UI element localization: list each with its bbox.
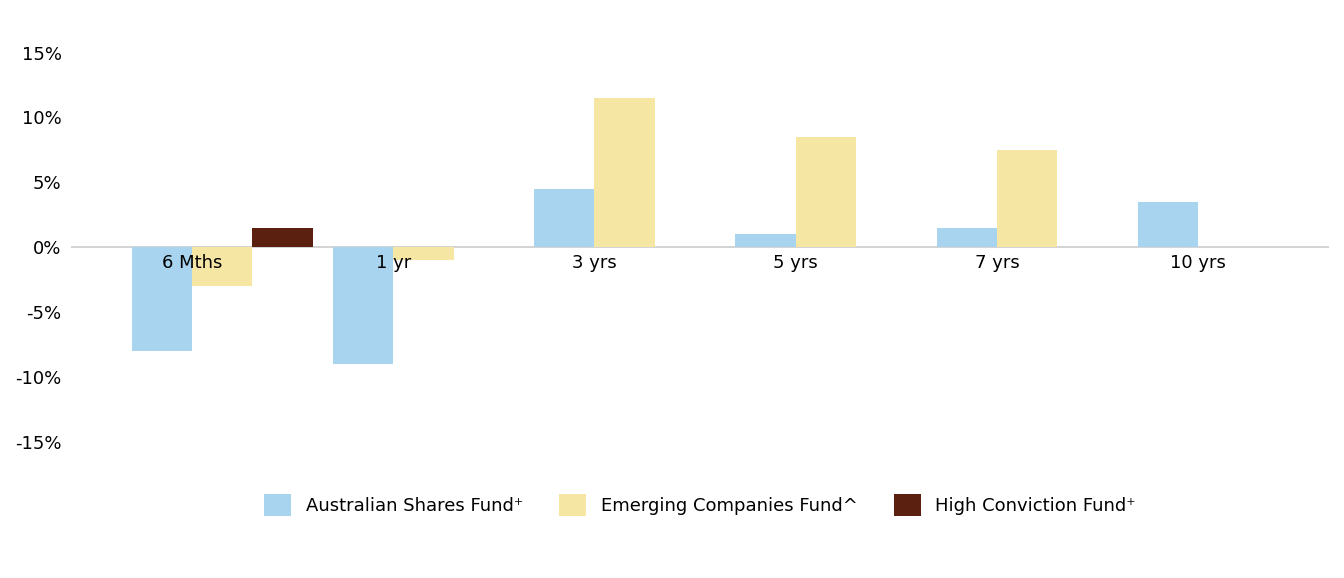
Bar xyxy=(594,98,655,247)
Bar xyxy=(333,247,394,364)
Bar xyxy=(1138,202,1199,247)
Bar xyxy=(796,137,856,247)
Bar xyxy=(253,228,313,247)
Bar xyxy=(735,234,796,247)
Legend: Australian Shares Fund⁺, Emerging Companies Fund^, High Conviction Fund⁺: Australian Shares Fund⁺, Emerging Compan… xyxy=(265,494,1136,516)
Bar xyxy=(534,189,594,247)
Text: 10 yrs: 10 yrs xyxy=(1171,254,1226,272)
Bar xyxy=(997,150,1058,247)
Bar xyxy=(394,247,453,260)
Bar xyxy=(132,247,192,351)
Text: 3 yrs: 3 yrs xyxy=(573,254,617,272)
Text: 7 yrs: 7 yrs xyxy=(974,254,1019,272)
Text: 5 yrs: 5 yrs xyxy=(773,254,818,272)
Text: 1 yr: 1 yr xyxy=(375,254,411,272)
Bar xyxy=(937,228,997,247)
Text: 6 Mths: 6 Mths xyxy=(161,254,222,272)
Bar xyxy=(192,247,253,286)
